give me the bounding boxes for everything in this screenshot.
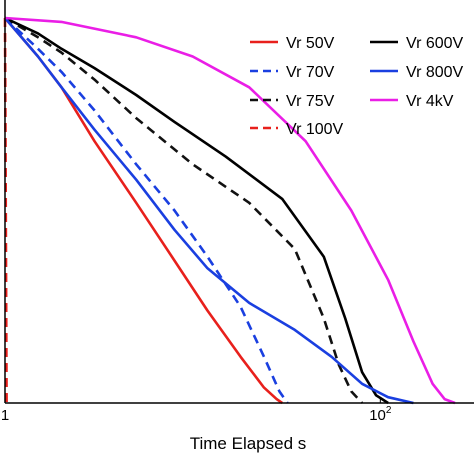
series-line-vr-4kv xyxy=(4,16,456,405)
x-axis-label: Time Elapsed s xyxy=(190,434,307,453)
axes xyxy=(4,0,474,404)
legend-label-vr-70v: Vr 70V xyxy=(286,64,335,81)
series-line-vr-75v xyxy=(4,16,364,404)
legend-label-vr-75v: Vr 75V xyxy=(286,93,335,110)
x-tick-label: 1 xyxy=(1,407,9,424)
series-line-vr-70v xyxy=(4,17,289,404)
legend-label-vr-600v: Vr 600V xyxy=(406,35,464,52)
series-line-vr-800v xyxy=(4,17,414,405)
legend-label-vr-800v: Vr 800V xyxy=(406,64,464,81)
legend-label-vr-50v: Vr 50V xyxy=(286,35,335,52)
legend: Vr 50V Vr 70V Vr 75V Vr 100V Vr 600V Vr 800V V… xyxy=(250,35,464,138)
legend-label-vr-100v: Vr 100V xyxy=(286,121,344,138)
series-line-vr-600v xyxy=(4,16,389,405)
legend-label-vr-4kv: Vr 4kV xyxy=(406,93,454,110)
